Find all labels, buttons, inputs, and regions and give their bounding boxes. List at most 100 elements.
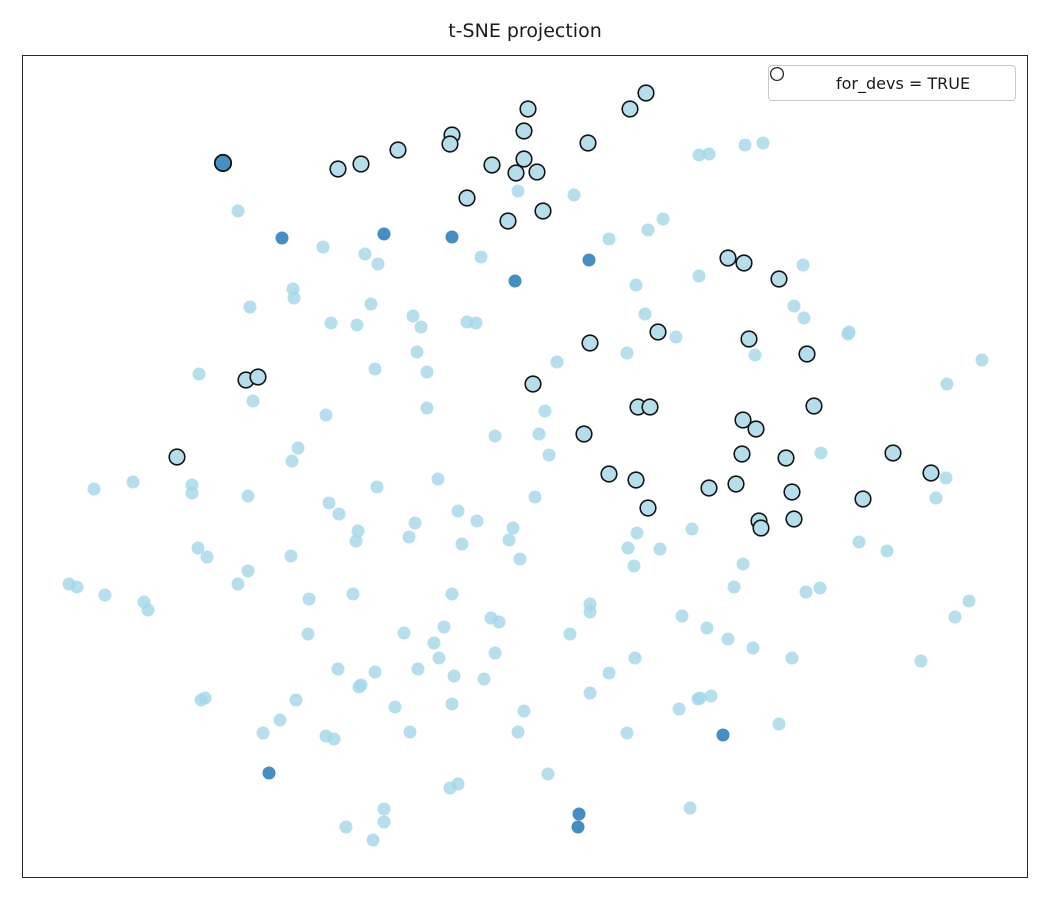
legend-open-circle-icon: [769, 66, 806, 91]
scatter-point-fordevs: [783, 483, 801, 501]
scatter-point-light: [627, 559, 641, 573]
scatter-point-light: [322, 496, 336, 510]
scatter-point-light: [397, 626, 411, 640]
scatter-point-fordevs: [581, 334, 599, 352]
scatter-point-light: [420, 365, 434, 379]
scatter-point-light: [542, 448, 556, 462]
scatter-point-light: [929, 491, 943, 505]
scatter-point-fordevs: [600, 465, 618, 483]
scatter-point-light: [756, 136, 770, 150]
scatter-point-light: [285, 454, 299, 468]
scatter-point-light: [354, 678, 368, 692]
scatter-point-light: [302, 592, 316, 606]
scatter-point-light: [672, 702, 686, 716]
scatter-point-light: [332, 507, 346, 521]
scatter-point-light: [126, 475, 140, 489]
scatter-point-dark: [571, 820, 585, 834]
scatter-canvas: [62, 84, 989, 847]
scatter-point-fordevs: [641, 398, 659, 416]
scatter-point-fordevs: [441, 135, 459, 153]
scatter-point-light: [358, 247, 372, 261]
scatter-point-light: [477, 672, 491, 686]
scatter-point-light: [814, 446, 828, 460]
chart-title: t-SNE projection: [448, 20, 602, 42]
scatter-point-light: [427, 636, 441, 650]
scatter-point-fordevs: [770, 270, 788, 288]
scatter-point-light: [301, 627, 315, 641]
scatter-point-fordevs: [575, 425, 593, 443]
scatter-point-fordevs: [752, 519, 770, 537]
scatter-point-light: [324, 316, 338, 330]
scatter-point-light: [319, 408, 333, 422]
scatter-point-light: [880, 544, 894, 558]
scatter-point-light: [402, 530, 416, 544]
scatter-point-light: [550, 355, 564, 369]
scatter-point-light: [414, 320, 428, 334]
scatter-point-light: [368, 665, 382, 679]
scatter-point-light: [583, 686, 597, 700]
scatter-point-light: [692, 148, 706, 162]
scatter-point-light: [736, 557, 750, 571]
scatter-point-fordevs: [534, 202, 552, 220]
scatter-point-fordevs: [515, 150, 533, 168]
scatter-point-light: [528, 490, 542, 504]
scatter-point-fordevs: [389, 141, 407, 159]
scatter-point-light: [914, 654, 928, 668]
scatter-point-dark: [262, 766, 276, 780]
scatter-point-light: [410, 345, 424, 359]
scatter-point-light: [772, 717, 786, 731]
scatter-point-light: [87, 482, 101, 496]
scatter-point-light: [349, 534, 363, 548]
scatter-point-light: [316, 240, 330, 254]
scatter-point-light: [98, 588, 112, 602]
scatter-point-fordevs: [734, 411, 752, 429]
scatter-point-light: [638, 307, 652, 321]
scatter-point-fordevs: [777, 449, 795, 467]
scatter-point-light: [841, 327, 855, 341]
scatter-point-light: [700, 621, 714, 635]
scatter-point-light: [406, 309, 420, 323]
scatter-point-light: [241, 489, 255, 503]
scatter-point-light: [583, 605, 597, 619]
scatter-point-fordevs-dark: [213, 153, 233, 173]
scatter-point-light: [70, 580, 84, 594]
scatter-point-dark: [445, 230, 459, 244]
scatter-point-light: [432, 651, 446, 665]
scatter-point-fordevs: [458, 189, 476, 207]
scatter-point-light: [602, 666, 616, 680]
scatter-point-light: [538, 404, 552, 418]
scatter-point-light: [437, 620, 451, 634]
scatter-point-light: [785, 651, 799, 665]
scatter-point-fordevs: [700, 479, 718, 497]
scatter-point-light: [962, 594, 976, 608]
scatter-point-light: [403, 725, 417, 739]
scatter-point-light: [243, 300, 257, 314]
scatter-point-light: [339, 820, 353, 834]
scatter-point-light: [629, 278, 643, 292]
scatter-point-fordevs: [483, 156, 501, 174]
scatter-point-light: [192, 367, 206, 381]
scatter-point-fordevs: [740, 330, 758, 348]
scatter-point-light: [656, 212, 670, 226]
scatter-point-light: [532, 427, 546, 441]
scatter-point-light: [675, 609, 689, 623]
scatter-point-light: [364, 297, 378, 311]
scatter-point-light: [331, 662, 345, 676]
scatter-point-dark: [572, 807, 586, 821]
scatter-point-light: [506, 521, 520, 535]
scatter-point-light: [445, 587, 459, 601]
scatter-point-light: [377, 802, 391, 816]
scatter-point-light: [431, 472, 445, 486]
scatter-point-fordevs: [168, 448, 186, 466]
scatter-point-light: [653, 542, 667, 556]
scatter-point-fordevs: [579, 134, 597, 152]
scatter-point-light: [368, 362, 382, 376]
scatter-point-light: [721, 632, 735, 646]
scatter-point-fordevs: [922, 464, 940, 482]
scatter-point-dark: [275, 231, 289, 245]
scatter-point-light: [852, 535, 866, 549]
scatter-point-fordevs: [621, 100, 639, 118]
scatter-point-light: [470, 514, 484, 528]
scatter-point-light: [256, 726, 270, 740]
scatter-point-light: [388, 700, 402, 714]
